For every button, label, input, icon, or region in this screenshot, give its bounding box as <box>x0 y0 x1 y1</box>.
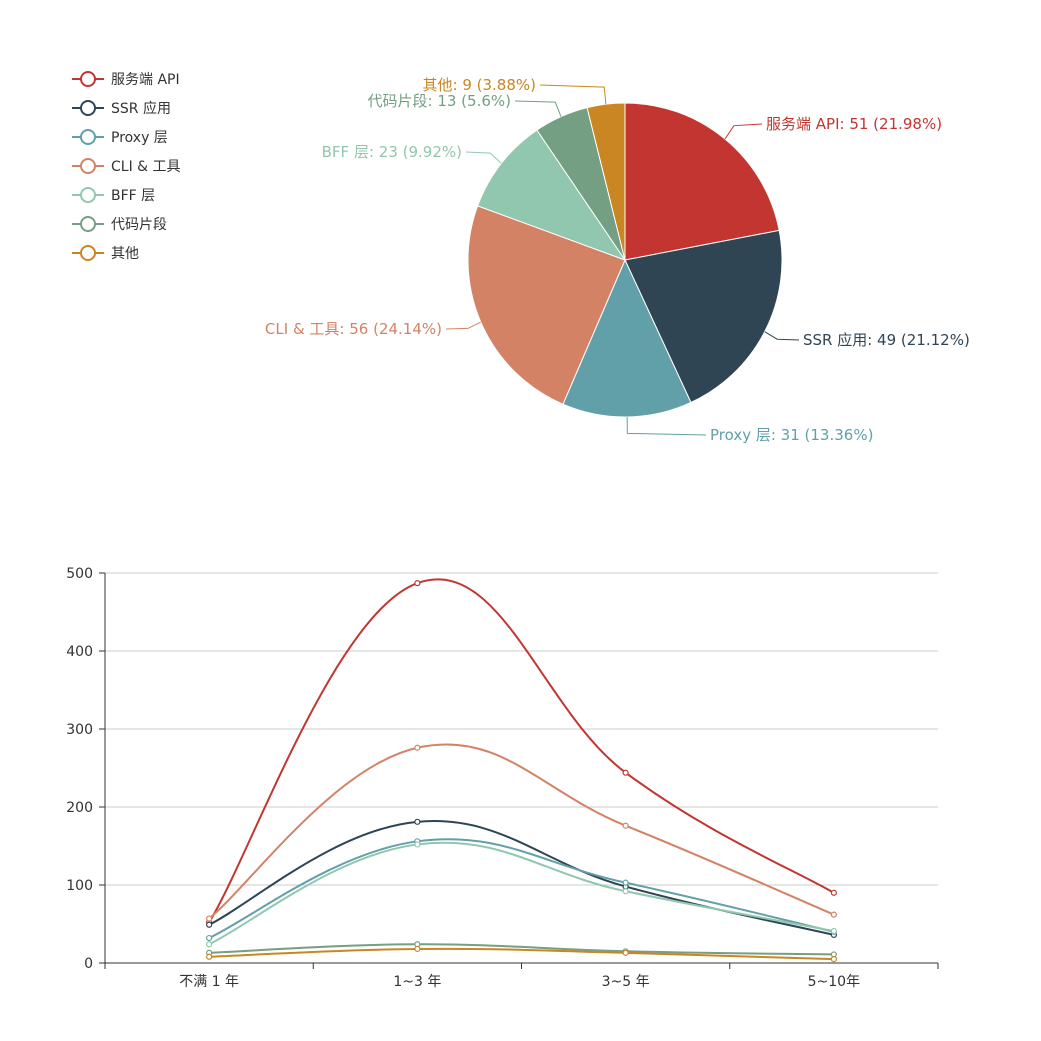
data-point[interactable] <box>206 921 213 928</box>
data-point[interactable] <box>830 911 837 918</box>
data-point[interactable] <box>414 818 421 825</box>
legend-item[interactable]: 服务端 API <box>72 71 180 88</box>
legend-item[interactable]: BFF 层 <box>72 187 155 204</box>
pie-slice[interactable] <box>476 129 627 262</box>
data-point[interactable] <box>206 941 213 948</box>
pie-leader-line <box>539 84 607 105</box>
legend-label: 代码片段 <box>111 217 167 233</box>
legend-circle-icon <box>80 187 96 203</box>
data-point[interactable] <box>622 879 629 886</box>
pie-leader-line <box>764 331 800 341</box>
series-line <box>208 820 835 936</box>
legend-item[interactable]: SSR 应用 <box>72 100 171 117</box>
data-point[interactable] <box>622 822 629 829</box>
pie-slice[interactable] <box>624 229 783 404</box>
pie-leader-line <box>445 321 482 330</box>
series-line <box>208 841 835 946</box>
legend-item[interactable]: 其他 <box>72 245 139 262</box>
y-tick-label: 400 <box>66 644 93 660</box>
series-line <box>208 838 835 939</box>
pie-slice-label: SSR 应用: 49 (21.12%) <box>803 331 970 349</box>
line-series[interactable] <box>206 841 837 948</box>
line-series[interactable] <box>206 578 837 926</box>
x-tick-label: 3~5 年 <box>602 974 650 990</box>
line-chart: 0 100 200 300 400 500 不满 1 年 1~3 年 3~5 年 5~10年 <box>66 566 939 990</box>
series-line <box>208 743 835 920</box>
x-tick-label: 1~3 年 <box>393 974 441 990</box>
pie-leader-line <box>465 151 502 164</box>
line-series[interactable] <box>206 945 837 963</box>
data-point[interactable] <box>830 955 837 963</box>
data-point[interactable] <box>414 744 421 751</box>
x-tick-label: 不满 1 年 <box>179 974 239 990</box>
pie-slice[interactable] <box>586 102 626 261</box>
y-tick-label: 300 <box>66 722 93 738</box>
legend-item[interactable]: CLI & 工具 <box>72 158 181 175</box>
legend-label: Proxy 层 <box>111 130 168 146</box>
data-point[interactable] <box>206 934 213 942</box>
series-line <box>209 947 834 961</box>
pie-slice[interactable] <box>562 258 692 418</box>
line-series[interactable] <box>206 818 837 939</box>
legend-item[interactable]: Proxy 层 <box>72 129 168 146</box>
legend-circle-icon <box>80 100 96 116</box>
data-point[interactable] <box>414 841 421 848</box>
pie-slice-label: BFF 层: 23 (9.92%) <box>322 143 462 161</box>
legend-circle-icon <box>80 245 96 261</box>
y-tick-label: 100 <box>66 878 93 894</box>
legend-circle-icon <box>80 71 96 87</box>
pie-leader-line <box>514 100 562 117</box>
pie-slice-label: CLI & 工具: 56 (24.14%) <box>265 320 442 338</box>
pie-leader-line <box>724 123 763 140</box>
data-point[interactable] <box>414 580 421 587</box>
y-tick-label: 200 <box>66 800 93 816</box>
legend-label: SSR 应用 <box>111 100 171 117</box>
legend-circle-icon <box>80 216 96 232</box>
legend-label: BFF 层 <box>111 188 155 204</box>
pie-slice-label: 其他: 9 (3.88%) <box>423 76 537 94</box>
legend-label: CLI & 工具 <box>111 159 181 175</box>
data-point[interactable] <box>622 949 629 956</box>
data-point[interactable] <box>622 769 629 776</box>
data-point[interactable] <box>206 953 213 960</box>
pie-slice-label: Proxy 层: 31 (13.36%) <box>710 426 873 444</box>
pie-slice-label: 代码片段: 13 (5.6%) <box>368 92 512 110</box>
data-point[interactable] <box>830 889 837 896</box>
line-series[interactable] <box>206 743 837 922</box>
legend-label: 其他 <box>111 246 139 262</box>
series-line <box>208 578 835 923</box>
data-point[interactable] <box>830 927 837 935</box>
pie-slice[interactable] <box>467 205 626 405</box>
pie-slice[interactable] <box>624 102 780 261</box>
data-point[interactable] <box>622 888 629 895</box>
data-point[interactable] <box>206 915 213 922</box>
legend-item[interactable]: 代码片段 <box>72 216 167 233</box>
series-line <box>209 943 834 956</box>
legend-circle-icon <box>80 129 96 145</box>
y-tick-label: 500 <box>66 566 93 582</box>
pie-leader-line <box>626 416 707 436</box>
y-tick-label: 0 <box>84 956 93 972</box>
data-point[interactable] <box>414 945 421 953</box>
pie-chart: 服务端 API: 51 (21.98%) SSR 应用: 49 (21.12%) P… <box>265 76 970 444</box>
pie-slice-label: 服务端 API: 51 (21.98%) <box>766 115 942 133</box>
x-tick-label: 5~10年 <box>808 974 860 990</box>
legend-circle-icon <box>80 158 96 174</box>
legend-label: 服务端 API <box>111 72 180 88</box>
